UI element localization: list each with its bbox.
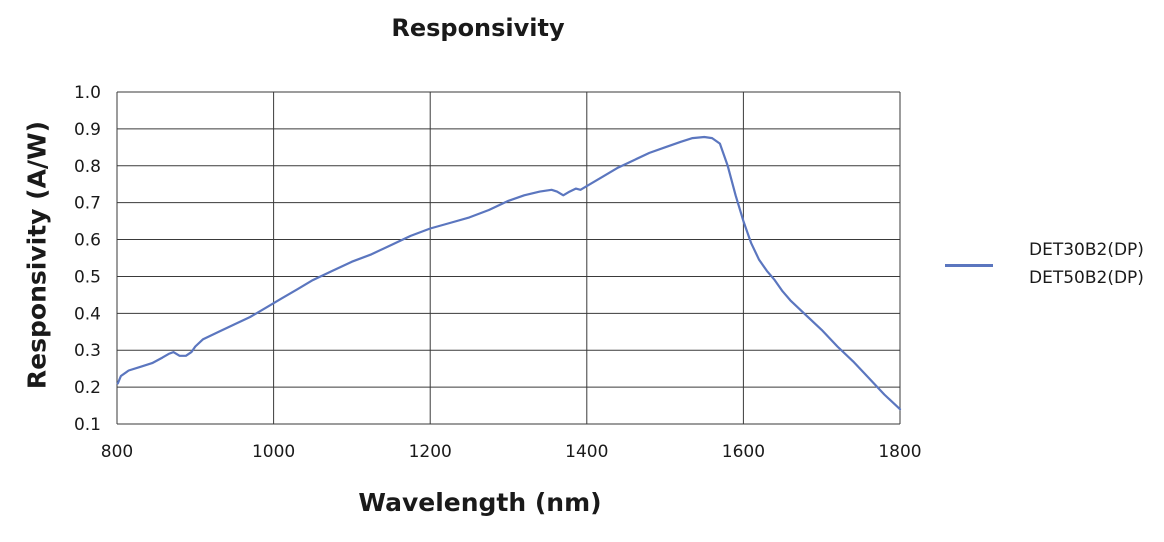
grid	[116, 91, 901, 425]
tick-labels: 0.1 0.2 0.3 0.4 0.5 0.6 0.7 0.8 0.9 1.0 800 1000 120…	[74, 83, 922, 462]
x-tick-label: 1600	[722, 442, 765, 462]
x-tick-label: 1200	[409, 442, 452, 462]
legend-label-det50b2: DET50B2(DP)	[1029, 268, 1144, 288]
y-tick-label: 0.3	[74, 341, 101, 361]
y-tick-label: 0.5	[74, 267, 101, 287]
y-tick-label: 0.1	[74, 415, 101, 435]
y-tick-label: 0.2	[74, 378, 101, 398]
x-tick-label: 1000	[252, 442, 295, 462]
y-tick-label: 0.7	[74, 194, 101, 214]
x-axis-label: Wavelength (nm)	[358, 488, 602, 517]
x-tick-label: 1800	[878, 442, 921, 462]
y-tick-label: 1.0	[74, 83, 101, 103]
y-tick-label: 0.9	[74, 120, 101, 140]
x-tick-label: 1400	[565, 442, 608, 462]
legend-line-swatch	[945, 264, 993, 267]
legend-labels: DET30B2(DP) DET50B2(DP)	[1029, 236, 1144, 292]
series-layer	[116, 135, 902, 411]
y-tick-label: 0.4	[74, 304, 101, 324]
y-tick-label: 0.6	[74, 231, 101, 251]
x-tick-label: 800	[101, 442, 133, 462]
series-line	[116, 135, 902, 411]
legend-label-det30b2: DET30B2(DP)	[1029, 240, 1144, 260]
legend: DET30B2(DP) DET50B2(DP)	[945, 236, 1155, 296]
y-tick-label: 0.8	[74, 157, 101, 177]
chart-title: Responsivity	[391, 14, 565, 42]
